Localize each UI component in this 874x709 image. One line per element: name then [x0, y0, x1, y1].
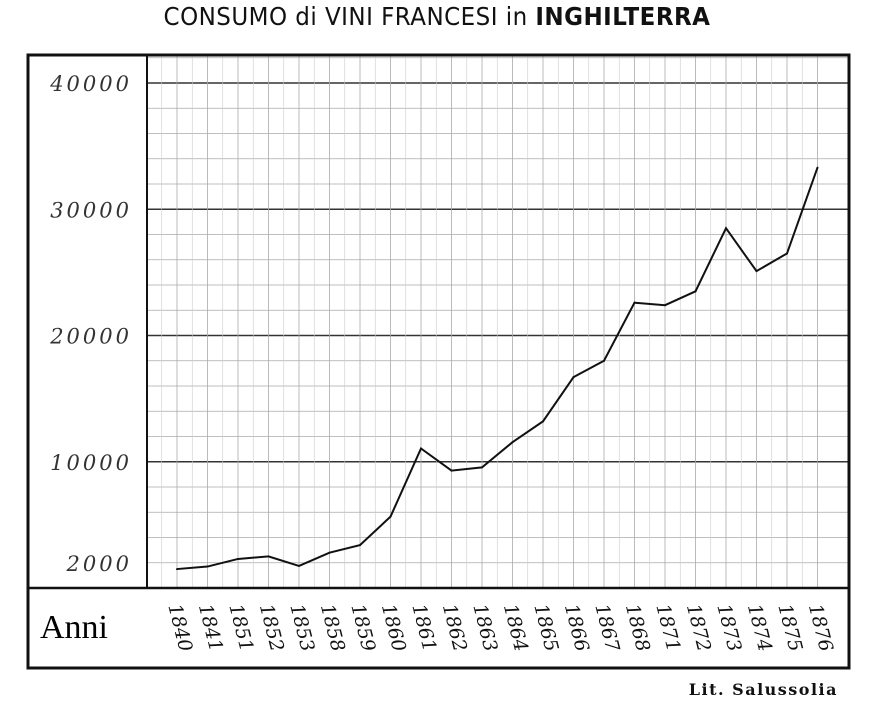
x-tick-label: 1874: [743, 602, 776, 654]
x-tick-label: 1876: [804, 602, 837, 654]
x-tick-label: 1864: [499, 602, 532, 654]
x-tick-label: 1841: [194, 602, 227, 654]
data-point: [633, 301, 636, 304]
y-tick-label: 30000: [50, 198, 132, 222]
x-tick-label: 1875: [773, 602, 806, 654]
chart-title: CONSUMO di VINI FRANCESI in INGHILTERRA: [35, 2, 839, 31]
x-tick-label: 1840: [163, 602, 196, 654]
x-tick-label: 1861: [407, 602, 440, 654]
y-tick-label: 20000: [49, 325, 132, 349]
data-point: [389, 515, 392, 518]
x-tick-label: 1872: [682, 602, 715, 654]
x-tick-label: 1852: [255, 602, 288, 654]
x-tick-label: 1871: [651, 602, 684, 654]
x-tick-label: 1873: [712, 602, 745, 654]
data-point: [176, 568, 178, 571]
data-point: [328, 551, 331, 554]
frame: [26, 53, 851, 670]
data-point: [572, 376, 575, 379]
data-point: [603, 359, 605, 362]
data-point: [664, 304, 666, 307]
x-tick-label: 1858: [316, 602, 349, 654]
x-tick-label: 1867: [590, 602, 623, 655]
x-tick-label: 1859: [346, 602, 379, 654]
data-point: [206, 565, 209, 568]
grid: [147, 55, 849, 588]
x-tick-label: 1868: [621, 602, 654, 654]
x-tick-label: 1851: [224, 602, 257, 654]
x-axis-label: Anni: [40, 609, 108, 646]
y-tick-label: 10000: [50, 451, 132, 475]
x-tick-label: 1866: [560, 602, 593, 654]
data-point: [359, 544, 361, 547]
data-point: [816, 166, 819, 169]
data-point: [420, 447, 422, 450]
x-tick-label: 1862: [438, 602, 471, 654]
data-point: [755, 270, 758, 273]
title-part-1: CONSUMO di VINI FRANCESI in: [163, 2, 536, 31]
data-point: [298, 564, 300, 567]
x-tick-label: 1860: [377, 602, 410, 654]
series-line: [176, 167, 819, 571]
outer-frame: [26, 53, 851, 670]
x-tick-label: 1863: [468, 602, 501, 654]
data-point: [237, 557, 239, 560]
title-part-2: INGHILTERRA: [535, 2, 711, 31]
y-tick-labels: 2000 10000 20000 30000 40000: [49, 72, 132, 576]
y-tick-label: 40000: [49, 72, 132, 96]
data-point: [481, 466, 483, 469]
data-point: [694, 290, 697, 293]
data-point: [786, 252, 788, 255]
data-point: [725, 227, 727, 230]
credit: Lit. Salussolia: [688, 680, 838, 699]
y-tick-label: 2000: [66, 552, 132, 576]
x-tick-label: 1853: [285, 602, 318, 654]
x-tick-labels: 1840184118511852185318581859186018611862…: [163, 602, 837, 655]
data-point: [267, 555, 270, 558]
data-point: [542, 420, 544, 423]
data-point: [450, 469, 453, 472]
x-tick-label: 1865: [529, 602, 562, 654]
data-points: [176, 166, 819, 571]
data-point: [511, 441, 514, 444]
